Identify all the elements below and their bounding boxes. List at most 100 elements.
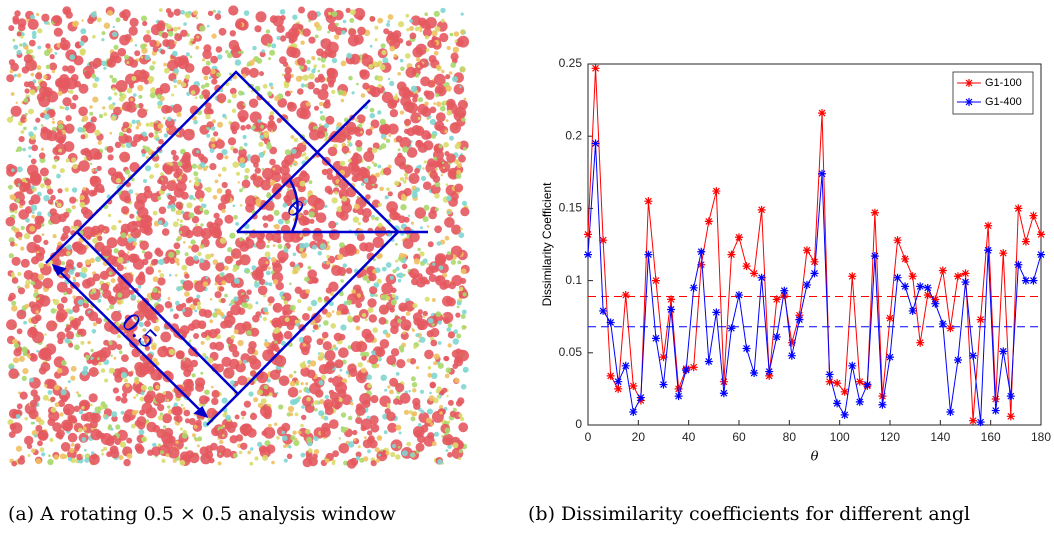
particle	[387, 422, 398, 433]
particle	[225, 50, 229, 54]
particle	[249, 461, 254, 466]
particle	[386, 187, 390, 192]
particle	[13, 73, 17, 78]
particle	[427, 372, 433, 378]
particle	[379, 339, 390, 349]
particle	[219, 439, 224, 445]
particle	[177, 26, 181, 30]
particle	[94, 168, 98, 172]
particle	[381, 49, 387, 56]
particle	[461, 309, 467, 315]
particle	[209, 163, 217, 171]
particle	[72, 276, 76, 280]
particle	[157, 100, 163, 107]
particle	[29, 225, 36, 232]
y-tick-label: 0	[575, 417, 582, 431]
particle	[447, 343, 452, 348]
particle	[101, 291, 104, 295]
particle	[21, 375, 27, 381]
particle	[91, 288, 96, 293]
particle	[30, 389, 38, 397]
particle	[276, 24, 285, 33]
particle	[230, 380, 235, 385]
particle	[266, 143, 272, 150]
particle	[126, 128, 132, 134]
particle	[162, 371, 174, 383]
particle	[45, 64, 51, 70]
particle	[307, 81, 315, 90]
particle	[282, 202, 288, 208]
particle	[202, 49, 212, 60]
particle	[141, 258, 149, 266]
particle	[368, 64, 374, 69]
particle	[173, 79, 177, 83]
particle	[90, 428, 102, 441]
particle	[417, 65, 421, 68]
particle	[441, 161, 445, 165]
particle	[208, 76, 212, 79]
particle	[19, 391, 28, 400]
particle	[16, 49, 22, 55]
marker	[697, 247, 706, 256]
particle	[119, 151, 131, 163]
particle	[270, 130, 274, 133]
particle	[124, 135, 133, 143]
particle	[449, 32, 454, 37]
particle	[401, 450, 408, 457]
particle	[69, 90, 74, 94]
particle	[180, 81, 187, 88]
marker	[584, 250, 592, 259]
particle	[46, 320, 58, 332]
particle	[370, 460, 377, 467]
marker	[870, 252, 879, 261]
particle	[440, 18, 445, 23]
particle	[261, 388, 270, 397]
marker	[1037, 250, 1045, 259]
particle	[120, 396, 128, 404]
particle	[202, 352, 207, 357]
particle	[363, 436, 367, 440]
particle	[364, 332, 375, 343]
particle	[352, 429, 358, 436]
particle	[172, 26, 178, 32]
particle	[372, 61, 378, 67]
marker	[908, 272, 917, 281]
particle	[260, 398, 267, 405]
particle	[162, 413, 172, 424]
particle	[179, 231, 183, 234]
particle	[173, 56, 185, 67]
particle	[351, 153, 363, 165]
particle	[144, 185, 151, 193]
particle	[277, 244, 283, 249]
particle	[73, 219, 82, 228]
particle	[404, 164, 414, 174]
particle	[307, 306, 313, 312]
particle	[377, 222, 383, 228]
particle	[131, 423, 136, 429]
particle	[455, 400, 463, 407]
particle	[386, 411, 396, 422]
particle	[263, 132, 269, 139]
particle	[389, 208, 397, 216]
marker	[772, 295, 781, 304]
particle	[340, 324, 347, 331]
x-axis-label: θ	[811, 450, 819, 465]
particle	[156, 93, 163, 100]
particle	[239, 157, 246, 163]
particle	[6, 74, 15, 83]
particle	[390, 451, 396, 458]
marker	[599, 306, 608, 315]
particle	[247, 154, 251, 159]
particle	[7, 184, 13, 190]
particle	[57, 124, 64, 130]
particle	[228, 72, 232, 76]
particle	[298, 427, 308, 437]
particle	[302, 313, 310, 321]
particle	[70, 442, 75, 447]
particle	[414, 168, 420, 174]
particle	[328, 11, 332, 16]
particle	[202, 166, 208, 171]
particle	[11, 300, 17, 306]
particle	[112, 387, 119, 394]
particle	[191, 115, 197, 121]
